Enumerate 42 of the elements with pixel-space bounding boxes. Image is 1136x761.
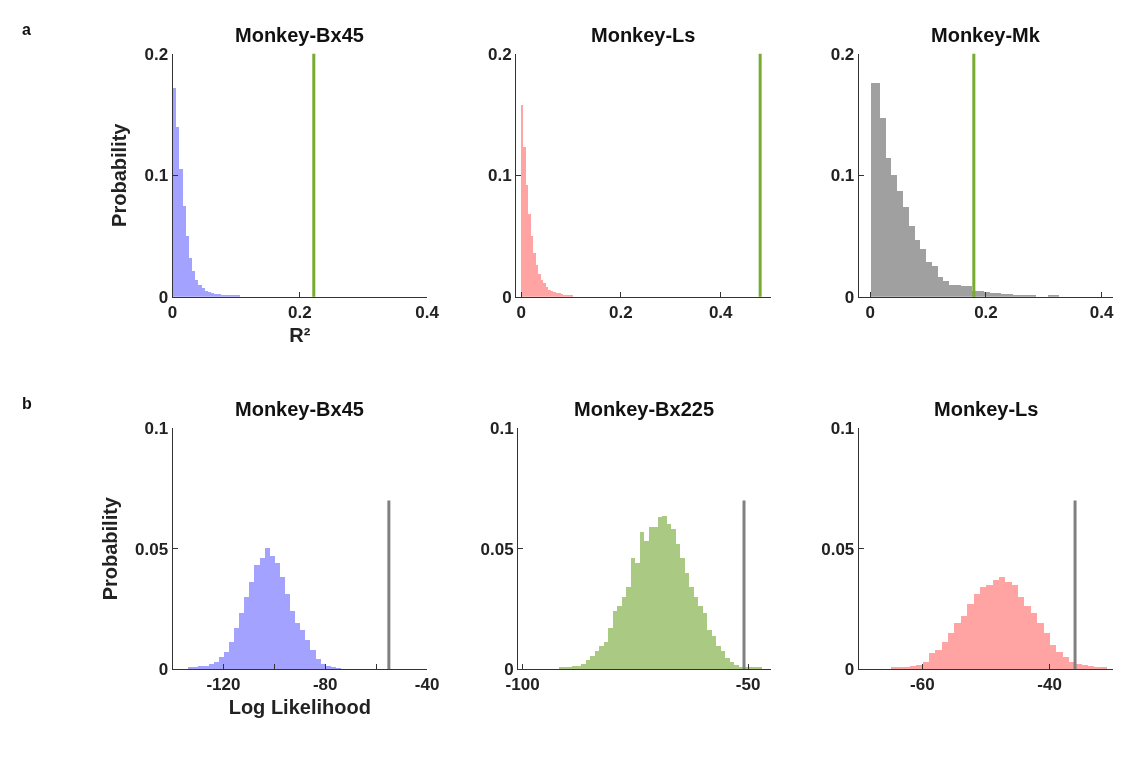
chart-title: Monkey-Mk <box>931 24 1041 46</box>
y-tick-label: 0.1 <box>144 166 169 186</box>
x-tick-label: 0.4 <box>1089 303 1115 323</box>
x-tick-label: -40 <box>414 675 440 695</box>
y-tick-label: 0 <box>158 660 169 680</box>
text: a <box>22 21 31 38</box>
y-tick-label: 0 <box>844 660 855 680</box>
x-tick-label: -40 <box>1037 675 1062 695</box>
chart-title: Monkey-Bx45 <box>235 398 364 420</box>
y-tick-label: 0.05 <box>821 539 855 559</box>
chart-title: Monkey-Ls <box>591 24 696 46</box>
x-tick-label: 0.2 <box>609 303 633 323</box>
y-tick-label: 0.1 <box>830 419 855 439</box>
x-tick-label: 0.4 <box>708 303 734 323</box>
y-tick-label: 0 <box>502 287 512 307</box>
x-axis-title: Log Likelihood <box>228 696 371 718</box>
text: b <box>22 395 32 412</box>
y-tick-label: 0.05 <box>135 539 169 559</box>
x-axis-title: R² <box>289 323 311 346</box>
x-tick-label: -50 <box>735 675 761 695</box>
x-tick-label: 0 <box>865 303 876 323</box>
x-tick-label: -60 <box>910 675 935 695</box>
y-tick-label: 0.2 <box>144 44 169 64</box>
y-tick-label: 0.1 <box>488 166 512 186</box>
x-tick-label: -80 <box>312 675 338 695</box>
y-tick-label: 0 <box>844 287 855 307</box>
y-tick-label: 0.1 <box>144 419 169 439</box>
x-tick-label: 0.4 <box>415 303 440 323</box>
y-tick-label: 0.1 <box>490 419 514 439</box>
x-tick-label: 0.2 <box>974 303 998 323</box>
y-tick-label: 0.2 <box>488 44 512 64</box>
chart-title: Monkey-Ls <box>934 398 1039 420</box>
y-tick-label: 0.2 <box>830 44 855 64</box>
y-tick-label: 0 <box>158 287 169 307</box>
chart-title: Monkey-Bx225 <box>574 398 715 420</box>
chart-title: Monkey-Bx45 <box>235 24 364 46</box>
y-axis-title: Probability <box>107 122 130 227</box>
x-tick-label: 0.2 <box>287 303 312 323</box>
x-tick-label: -120 <box>206 675 241 695</box>
y-axis-title: Probability <box>98 496 121 601</box>
y-tick-label: 0.05 <box>480 539 514 559</box>
y-tick-label: 0.1 <box>830 166 855 186</box>
